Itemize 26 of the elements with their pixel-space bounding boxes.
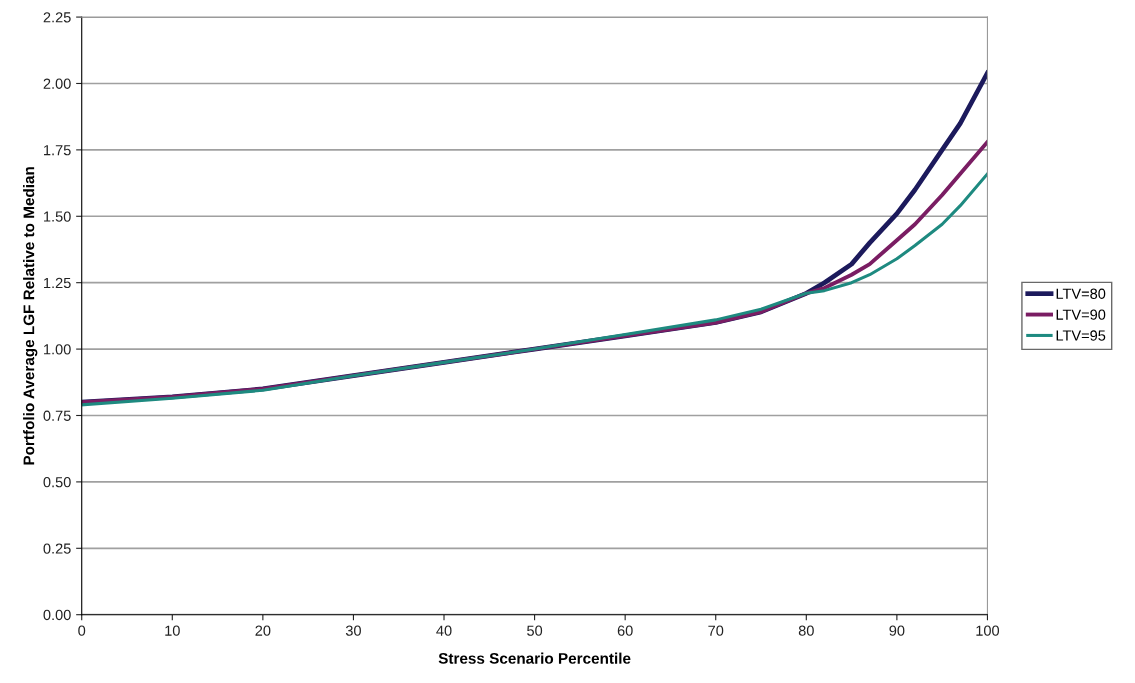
y-tick-label: 1.75 xyxy=(44,145,71,156)
legend-label: LTV=90 xyxy=(1056,309,1106,320)
x-tick-label: 50 xyxy=(527,625,543,636)
x-tick-label: 100 xyxy=(976,625,1000,636)
y-tick-label: 2.25 xyxy=(43,12,71,23)
y-tick-label: 2.00 xyxy=(43,78,71,89)
x-tick-label: 20 xyxy=(255,625,271,636)
x-tick-label: 80 xyxy=(798,625,814,636)
x-tick-label: 0 xyxy=(78,625,86,636)
y-tick-label: 1.00 xyxy=(44,344,71,355)
x-tick-label: 40 xyxy=(436,625,452,636)
legend-label: LTV=95 xyxy=(1056,330,1106,341)
y-tick-label: 1.50 xyxy=(44,211,71,222)
y-tick-label: 0.00 xyxy=(43,609,71,621)
x-axis-title: Stress Scenario Percentile xyxy=(438,652,631,664)
x-tick-label: 10 xyxy=(165,625,180,636)
x-tick-label: 60 xyxy=(617,625,633,636)
y-axis-title: Portfolio Average LGF Relative to Median xyxy=(23,167,38,465)
x-tick-label: 90 xyxy=(889,625,905,636)
y-tick-label: 0.50 xyxy=(43,477,71,488)
x-tick-label: 70 xyxy=(708,625,724,636)
y-tick-label: 0.75 xyxy=(43,410,71,421)
y-tick-label: 1.25 xyxy=(44,277,71,289)
y-tick-label: 0.25 xyxy=(43,543,71,554)
legend-label: LTV=80 xyxy=(1056,288,1106,299)
x-tick-label: 30 xyxy=(345,625,361,636)
